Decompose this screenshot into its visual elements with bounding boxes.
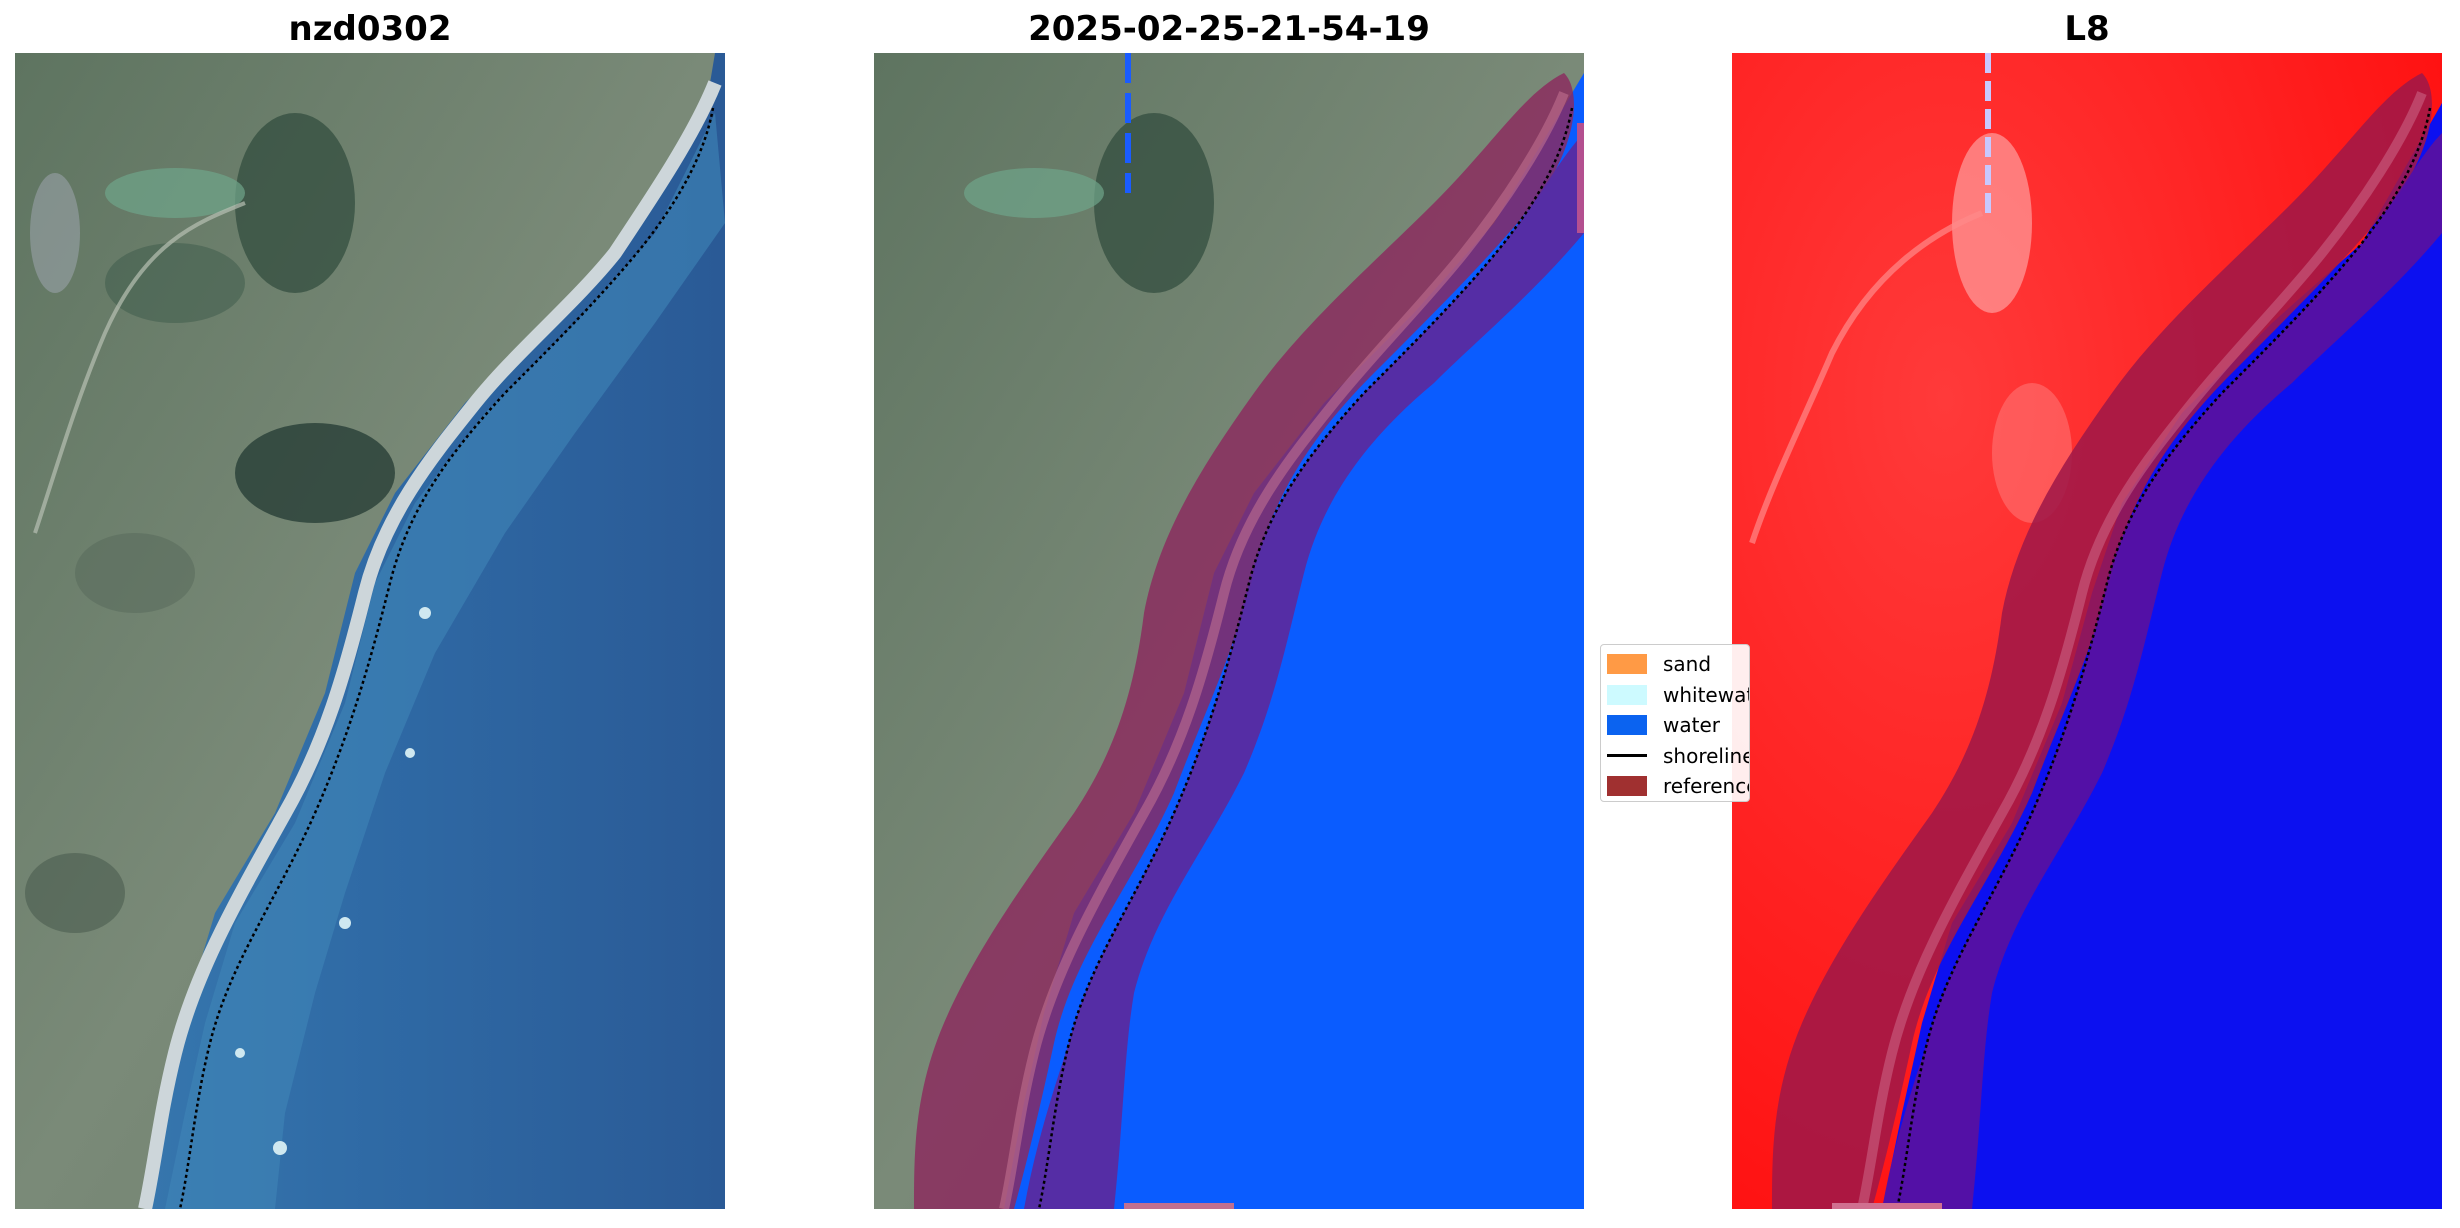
- legend-item-whitewater: whitewater: [1607, 680, 1749, 711]
- legend-item-shoreline: shoreline: [1607, 741, 1749, 772]
- legend-line-shoreline: [1607, 754, 1647, 758]
- index-image: [1732, 53, 2442, 1209]
- classified-image: [874, 53, 1584, 1209]
- legend-item-reference: reference: [1607, 771, 1750, 801]
- panel-title-rgb: nzd0302: [288, 9, 452, 49]
- panel-title-index: L8: [2064, 9, 2110, 49]
- legend-label: reference: [1663, 774, 1750, 799]
- legend-swatch-water: [1607, 715, 1647, 736]
- panel-title-classified: 2025-02-25-21-54-19: [1028, 9, 1430, 49]
- legend-item-sand: sand: [1607, 649, 1749, 680]
- classified-image-panel: [874, 53, 1584, 1209]
- legend-label: whitewater: [1663, 682, 1749, 707]
- rgb-image-panel: [15, 53, 725, 1209]
- index-image-panel: [1732, 53, 2442, 1209]
- rgb-image: [15, 53, 725, 1209]
- legend: sand whitewater water shoreline referenc…: [1600, 644, 1750, 802]
- legend-swatch-whitewater: [1607, 684, 1647, 705]
- legend-label: sand: [1663, 652, 1712, 677]
- legend-item-water: water: [1607, 710, 1749, 741]
- legend-swatch-reference: [1607, 776, 1647, 797]
- legend-label: shoreline: [1663, 743, 1750, 768]
- legend-swatch-sand: [1607, 654, 1647, 675]
- legend-label: water: [1663, 713, 1720, 738]
